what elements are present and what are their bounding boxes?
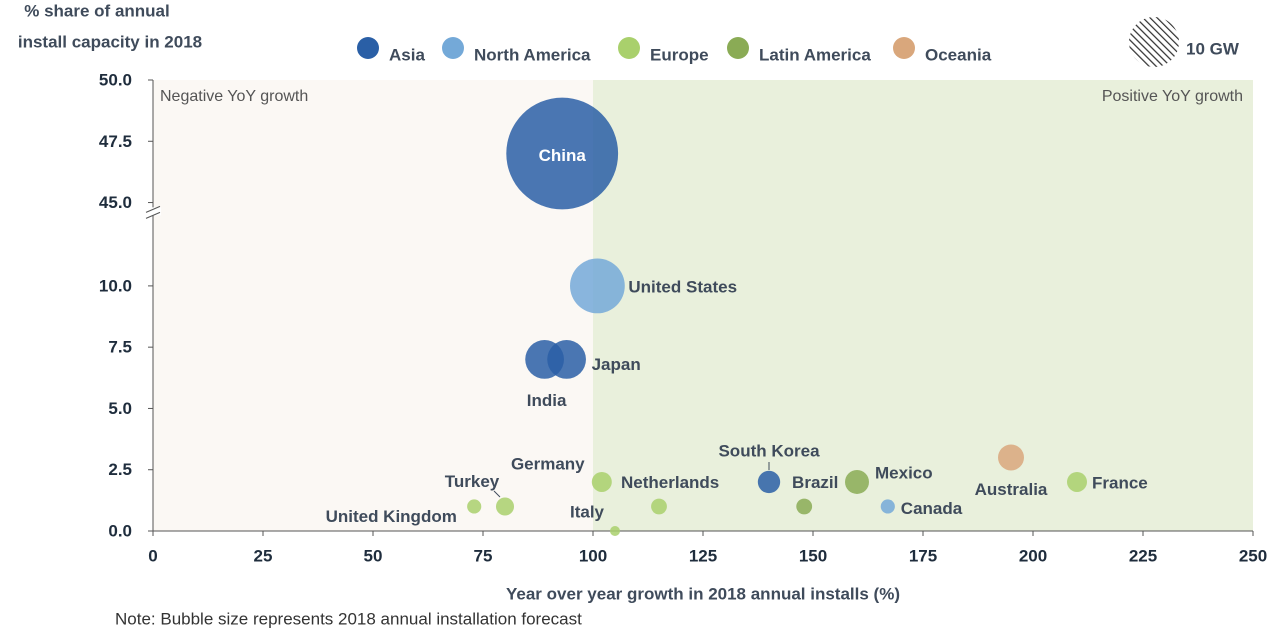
bubble: [651, 498, 667, 515]
bubble-label: Japan: [592, 355, 641, 374]
x-tick-label: 150: [799, 546, 827, 565]
bubble: [880, 499, 895, 514]
y-tick-label: 2.5: [108, 460, 132, 479]
x-tick-label: 50: [364, 546, 383, 565]
bubble: [796, 498, 813, 515]
bubble: [570, 258, 625, 314]
bubble: [998, 444, 1024, 471]
axis-break-mark: [145, 205, 161, 213]
region-label: Positive YoY growth: [1102, 88, 1243, 105]
region: [593, 80, 1253, 531]
y-tick-label: 5.0: [108, 399, 132, 418]
bubble-label: Italy: [570, 502, 605, 521]
y-tick-label: 0.0: [108, 521, 132, 540]
bubble: [495, 497, 515, 516]
x-tick-label: 0: [148, 546, 157, 565]
bubble: [525, 340, 564, 379]
y-tick-label: 47.5: [99, 132, 132, 151]
bubble-label: Australia: [975, 480, 1048, 499]
bubble: [610, 526, 620, 536]
note: Note: Bubble size represents 2018 annual…: [115, 609, 582, 628]
x-tick-label: 175: [909, 546, 937, 565]
legend-marker: [357, 37, 379, 59]
y-tick-label: 7.5: [108, 338, 132, 357]
bubble: [506, 97, 619, 210]
bubble: [1067, 471, 1087, 492]
x-tick-label: 250: [1239, 546, 1267, 565]
bubble-label: Brazil: [792, 473, 838, 492]
leader-line: [493, 490, 501, 498]
bubble-label: Canada: [901, 499, 963, 518]
axis-break: [145, 207, 161, 216]
x-tick-label: 200: [1019, 546, 1047, 565]
x-tick-label: 75: [474, 546, 493, 565]
bubble-label: Turkey: [445, 472, 500, 491]
legend-label: North America: [474, 45, 591, 64]
bubble-label: Mexico: [875, 463, 933, 482]
y-axis-title: % share of annual: [24, 1, 169, 20]
x-axis-title: Year over year growth in 2018 annual ins…: [506, 584, 900, 603]
bubble: [467, 499, 482, 514]
bubble-label: France: [1092, 473, 1148, 492]
y-tick-label: 50.0: [99, 70, 132, 89]
bubble-label: Germany: [511, 454, 585, 473]
size-legend-marker: [1129, 17, 1179, 67]
x-tick-label: 100: [579, 546, 607, 565]
bubble-label: India: [527, 391, 567, 410]
x-tick-label: 225: [1129, 546, 1157, 565]
bubble: [591, 471, 612, 492]
axis-break-mark: [145, 211, 161, 219]
x-tick-label: 25: [254, 546, 273, 565]
size-legend-label: 10 GW: [1186, 39, 1240, 58]
x-tick-label: 125: [689, 546, 717, 565]
legend-label: Oceania: [925, 45, 992, 64]
legend-marker: [618, 37, 640, 59]
bubble: [757, 470, 781, 494]
bubble-label: Netherlands: [621, 473, 719, 492]
legend-marker: [893, 37, 915, 59]
bubble-label: United States: [628, 277, 737, 296]
legend-marker: [727, 37, 749, 59]
legend-marker: [442, 37, 464, 59]
bubble-label: United Kingdom: [326, 507, 457, 526]
y-tick-label: 10.0: [99, 276, 132, 295]
bubble-label: China: [539, 146, 587, 165]
y-tick-label: 45.0: [99, 193, 132, 212]
legend-label: Europe: [650, 45, 709, 64]
region-label: Negative YoY growth: [160, 88, 308, 105]
bubble: [845, 469, 869, 494]
legend-label: Asia: [389, 45, 425, 64]
y-axis-title: install capacity in 2018: [18, 32, 202, 51]
legend-label: Latin America: [759, 45, 871, 64]
bubble-label: South Korea: [718, 441, 820, 460]
